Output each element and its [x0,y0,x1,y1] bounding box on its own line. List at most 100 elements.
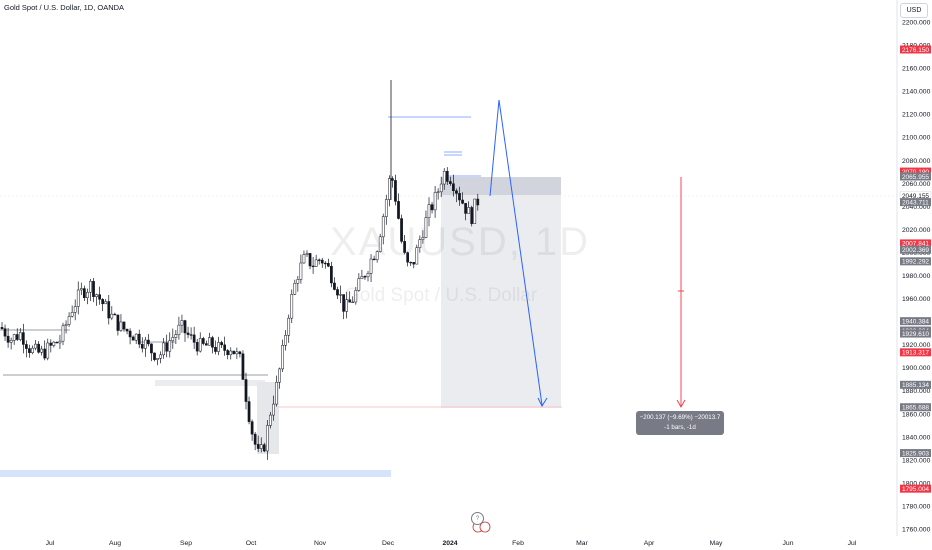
candle-body [22,332,25,345]
candle-body [6,335,10,343]
candle-body [162,342,166,356]
candle-body [470,207,474,224]
candle-body [348,299,352,303]
candle-body [372,258,376,261]
candle-body [351,301,355,304]
candle-body [25,344,28,349]
candle-body [317,259,321,261]
candle-body [61,325,65,342]
x-tick-label: Apr [644,540,655,547]
price-label-text: 1913.317 [902,350,929,357]
candle-body [34,343,37,349]
candle-body [287,317,291,336]
candle-body [455,190,458,194]
candle-body [409,261,413,264]
x-tick-label: Jul [848,540,857,547]
candle-body [388,178,391,200]
event-marker-icon[interactable]: ? [471,512,484,525]
candle-body [223,344,227,351]
candle-body [256,444,260,449]
candle-body [46,342,50,359]
candle-body [76,289,80,307]
candle-body [43,348,47,359]
x-tick-label: Aug [109,540,121,547]
y-tick-label: 1980.000 [902,273,931,280]
candle-body [311,265,315,268]
candle-body [15,334,19,340]
candle-body [95,294,98,297]
price-label-text: 1865.688 [902,405,929,412]
candle-body [49,342,53,346]
price-label-badge [900,380,931,389]
candle-body [67,316,71,325]
x-tick-label: Jun [783,540,794,547]
candle-body [464,203,467,214]
candle-body [323,262,327,265]
candle-body [467,207,470,214]
y-tick-label: 1860.000 [902,411,931,418]
short-stop-zone [441,177,561,195]
candle-body [375,251,379,260]
candle-body [211,337,214,348]
candle-body [247,401,251,422]
candle-body [241,353,245,380]
candle-body [290,294,294,319]
candle-body [412,262,416,265]
candle-body [86,291,89,299]
price-label-badge [900,403,931,412]
price-label-text: 1929.610 [902,331,929,338]
demand-zone [155,380,265,386]
price-label-badge [900,449,931,458]
candle-body [452,183,455,191]
candle-body [476,198,480,206]
x-tick-label: Nov [314,540,327,547]
x-tick-label: Sep [180,540,192,547]
candle-body [421,237,425,240]
candle-body [449,181,452,184]
candle-body [424,217,428,238]
candle-body [55,341,59,344]
price-label-text: 2049.155 [902,193,929,200]
candle-body [284,334,287,346]
us-flag-icon [479,521,491,533]
candle-body [101,299,105,305]
candle-body [238,351,242,355]
price-label-text: 1795.004 [902,486,929,493]
price-label-badge [900,172,931,181]
candle-body [3,328,7,337]
candle-body [302,254,306,264]
candle-body [366,273,370,278]
candle-body [473,198,477,224]
measure-arrowhead [676,399,686,408]
candle-body [28,348,31,353]
x-tick-label: Oct [246,540,257,547]
y-tick-label: 1760.000 [902,527,931,534]
candle-body [70,312,74,317]
candle-body [415,247,419,265]
candle-body [134,333,138,341]
y-tick-label: 1780.000 [902,503,931,510]
candle-body [381,216,385,238]
candle-body [327,263,330,267]
y-tick-label: 1900.000 [902,365,931,372]
candle-body [436,191,440,193]
price-label-badge [900,317,931,326]
projection-path [489,99,543,406]
candle-body [79,288,83,291]
candle-body [89,281,92,293]
candle-body [198,338,202,352]
y-tick-label: 2120.000 [902,112,931,119]
candle-body [357,278,361,291]
y-tick-label: 2020.000 [902,227,931,234]
currency-button[interactable]: USD [900,3,928,18]
candle-body [308,253,312,267]
chart-title: Gold Spot / U.S. Dollar, 1D, OANDA [4,3,125,12]
candle-body [262,444,266,452]
candle-body [171,337,175,341]
candle-body [305,253,309,255]
candle-body [391,178,394,181]
candle-body [147,339,150,345]
price-label-badge [900,329,931,338]
candle-body [378,236,382,252]
